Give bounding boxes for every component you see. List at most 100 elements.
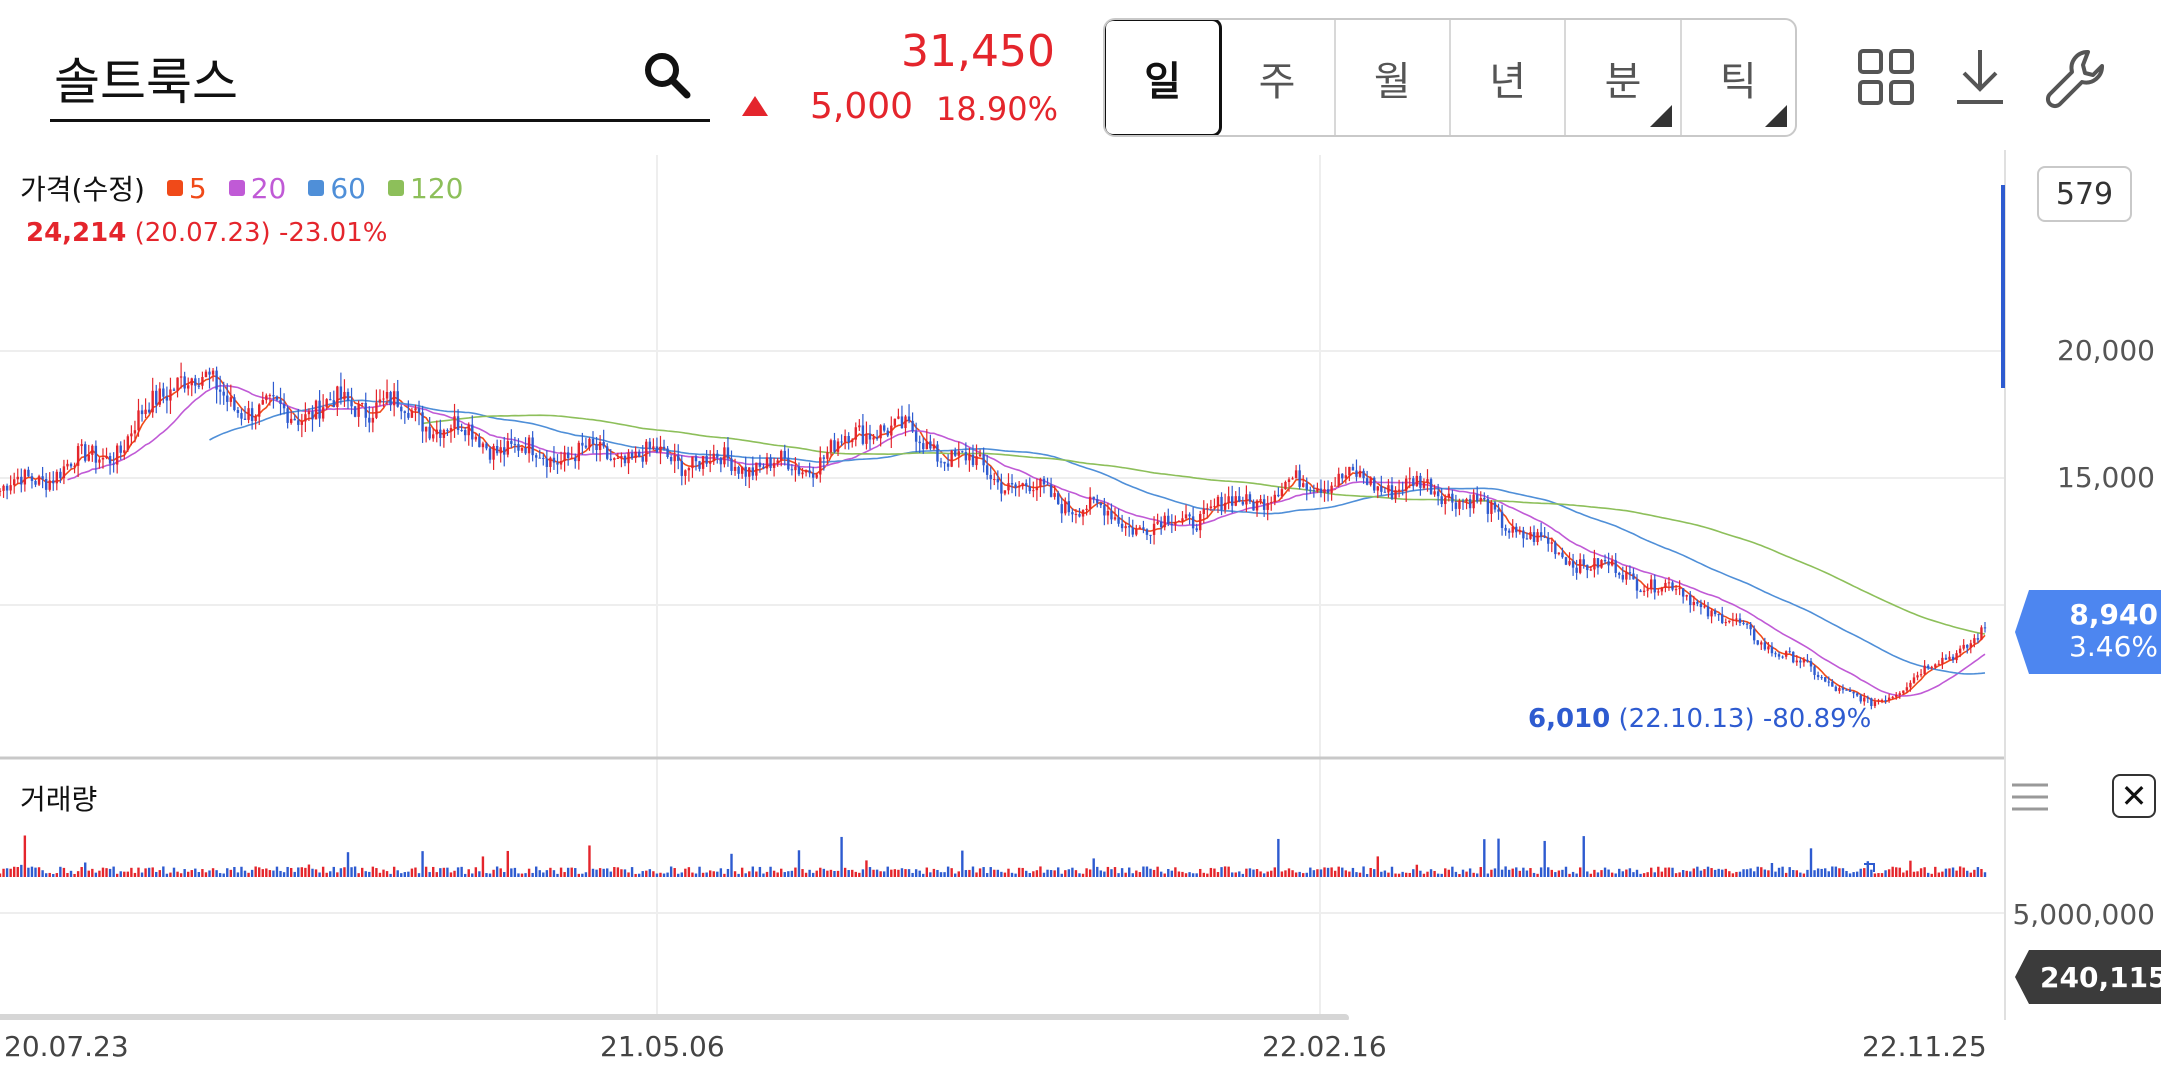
volume-bar xyxy=(1898,867,1901,877)
candle-body xyxy=(1202,508,1205,514)
volume-bar xyxy=(343,867,346,877)
candle-count-badge[interactable]: 579 xyxy=(2037,166,2132,222)
price-volume-chart[interactable] xyxy=(0,150,2161,1020)
volume-bar xyxy=(1305,872,1308,877)
legend-ma60[interactable]: 60 xyxy=(308,172,366,205)
volume-bar xyxy=(765,871,769,877)
volume-bar xyxy=(243,870,247,877)
candle-body xyxy=(748,467,751,477)
volume-bar xyxy=(1763,869,1767,877)
wrench-icon[interactable] xyxy=(2044,46,2108,110)
volume-bar xyxy=(907,869,911,877)
volume-bar xyxy=(1344,870,1348,877)
candle-body xyxy=(890,425,893,436)
volume-bar xyxy=(1955,870,1958,877)
search-icon[interactable] xyxy=(642,50,692,100)
volume-bar xyxy=(982,867,985,877)
volume-bar xyxy=(637,873,641,877)
candle-body xyxy=(108,456,112,464)
candle-body xyxy=(950,450,953,467)
legend-swatch xyxy=(166,180,183,196)
candle-body xyxy=(985,465,989,475)
volume-bar xyxy=(1770,862,1774,877)
volume-bar xyxy=(1355,872,1358,877)
volume-bar xyxy=(151,867,154,877)
candle-body xyxy=(1333,485,1337,487)
volume-bar xyxy=(1525,870,1529,877)
candle-body xyxy=(297,420,300,425)
volume-bar xyxy=(289,867,293,877)
volume-bar xyxy=(993,869,996,877)
candle-body xyxy=(226,395,229,402)
volume-bar xyxy=(918,870,921,877)
tab-month[interactable]: 월 xyxy=(1336,20,1451,135)
close-volume-button[interactable]: ✕ xyxy=(2112,774,2156,818)
legend-ma20[interactable]: 20 xyxy=(228,172,286,205)
candle-body xyxy=(492,445,495,460)
tab-minute[interactable]: 분 xyxy=(1566,20,1682,135)
candle-body xyxy=(1589,569,1593,571)
grid-icon[interactable] xyxy=(1857,48,1915,106)
candle-body xyxy=(343,391,346,400)
volume-bar xyxy=(62,867,66,877)
candle-body xyxy=(691,456,694,469)
search-input[interactable]: 솔트룩스 xyxy=(54,53,238,111)
candle-body xyxy=(922,443,925,450)
volume-bar xyxy=(1298,871,1301,877)
search-box[interactable]: 솔트룩스 xyxy=(50,20,710,122)
candle-body xyxy=(730,458,733,471)
download-icon[interactable] xyxy=(1951,46,2009,108)
candle-body xyxy=(197,385,201,387)
volume-bar xyxy=(1522,867,1525,877)
candle-body xyxy=(1291,478,1294,480)
candle-body xyxy=(1454,502,1458,509)
candle-body xyxy=(677,455,680,461)
candle-body xyxy=(1319,488,1323,493)
period-tabs: 일 주 월 년 분 틱 xyxy=(1103,18,1797,137)
candle-body xyxy=(701,455,705,469)
volume-bar xyxy=(1067,869,1071,877)
candle-body xyxy=(101,458,105,460)
legend-ma120[interactable]: 120 xyxy=(388,172,463,205)
candle-body xyxy=(847,436,850,443)
volume-bar xyxy=(311,868,314,877)
volume-bar xyxy=(84,862,87,877)
volume-bar xyxy=(1841,868,1845,877)
candle-body xyxy=(1600,560,1603,568)
candle-body xyxy=(2,485,5,491)
volume-bar xyxy=(279,870,282,877)
candle-body xyxy=(1358,470,1362,477)
volume-bar xyxy=(233,867,236,877)
tab-week[interactable]: 주 xyxy=(1220,20,1336,135)
volume-bar xyxy=(1610,872,1614,877)
volume-bar xyxy=(1571,871,1575,877)
volume-bar xyxy=(772,870,776,877)
candle-body xyxy=(1106,510,1110,516)
candle-body xyxy=(1103,505,1106,516)
tab-tick[interactable]: 틱 xyxy=(1682,20,1795,135)
volume-bar xyxy=(432,866,435,877)
volume-bar xyxy=(446,867,449,877)
candle-body xyxy=(155,390,158,405)
moving-averages xyxy=(13,375,1986,703)
tag-price: 8,940 xyxy=(2069,598,2158,631)
volume-bar xyxy=(268,870,272,877)
volume-bar xyxy=(744,873,747,877)
candle-body xyxy=(733,466,737,471)
tab-day[interactable]: 일 xyxy=(1105,20,1223,135)
volume-bar xyxy=(1408,872,1411,877)
candle-body xyxy=(378,399,382,403)
candle-body xyxy=(1554,542,1557,555)
tab-year[interactable]: 년 xyxy=(1451,20,1567,135)
candle-body xyxy=(1955,653,1958,661)
menu-icon[interactable] xyxy=(2010,780,2050,814)
candle-body xyxy=(1081,509,1085,517)
volume-bar xyxy=(623,869,627,877)
candle-body xyxy=(698,461,701,469)
legend-price-label: 가격(수정) xyxy=(20,173,145,206)
volume-bar xyxy=(1607,869,1610,877)
legend-ma5[interactable]: 5 xyxy=(166,172,207,205)
candle-body xyxy=(957,451,960,456)
candle-body xyxy=(133,430,137,434)
candle-body xyxy=(353,406,357,417)
